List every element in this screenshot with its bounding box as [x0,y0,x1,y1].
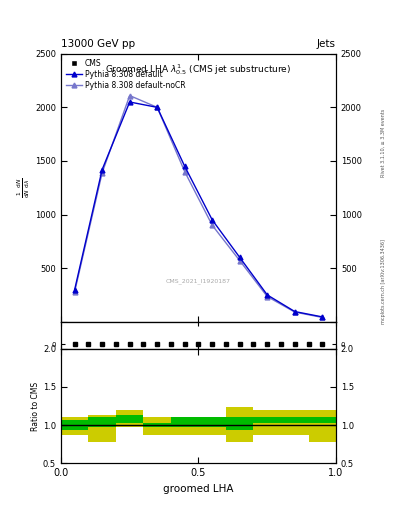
Text: Groomed LHA $\lambda^{1}_{0.5}$ (CMS jet substructure): Groomed LHA $\lambda^{1}_{0.5}$ (CMS jet… [105,62,292,77]
Y-axis label: $\frac{1}{\mathrm{d}N}\,\frac{\mathrm{d}N}{\mathrm{d}\lambda}$: $\frac{1}{\mathrm{d}N}\,\frac{\mathrm{d}… [16,178,32,198]
Pythia 8.308 default [292,308,297,314]
Pythia 8.308 default-noCR [127,93,132,99]
Text: 13000 GeV pp: 13000 GeV pp [61,38,135,49]
Pythia 8.308 default-noCR [320,314,325,321]
Pythia 8.308 default [182,163,187,169]
Pythia 8.308 default-noCR [72,289,77,295]
Pythia 8.308 default-noCR [292,309,297,315]
Pythia 8.308 default [100,166,105,173]
Line: Pythia 8.308 default: Pythia 8.308 default [72,99,325,319]
Pythia 8.308 default [265,292,270,298]
X-axis label: groomed LHA: groomed LHA [163,484,234,494]
Pythia 8.308 default-noCR [210,222,215,228]
Text: Rivet 3.1.10, ≥ 3.3M events: Rivet 3.1.10, ≥ 3.3M events [381,109,386,178]
Legend: CMS, Pythia 8.308 default, Pythia 8.308 default-noCR: CMS, Pythia 8.308 default, Pythia 8.308 … [65,57,187,92]
Pythia 8.308 default-noCR [265,293,270,300]
Pythia 8.308 default [155,104,160,111]
Pythia 8.308 default [320,314,325,320]
Pythia 8.308 default [237,254,242,261]
Pythia 8.308 default-noCR [237,258,242,264]
Pythia 8.308 default [127,99,132,105]
Pythia 8.308 default-noCR [155,104,160,111]
Pythia 8.308 default [210,217,215,223]
Pythia 8.308 default-noCR [100,169,105,176]
Y-axis label: Ratio to CMS: Ratio to CMS [31,381,40,431]
Line: Pythia 8.308 default-noCR: Pythia 8.308 default-noCR [72,93,325,320]
Text: Jets: Jets [317,38,336,49]
Pythia 8.308 default-noCR [182,168,187,175]
Pythia 8.308 default [72,287,77,293]
Text: mcplots.cern.ch [arXiv:1306.3436]: mcplots.cern.ch [arXiv:1306.3436] [381,239,386,324]
Text: CMS_2021_I1920187: CMS_2021_I1920187 [166,279,231,284]
